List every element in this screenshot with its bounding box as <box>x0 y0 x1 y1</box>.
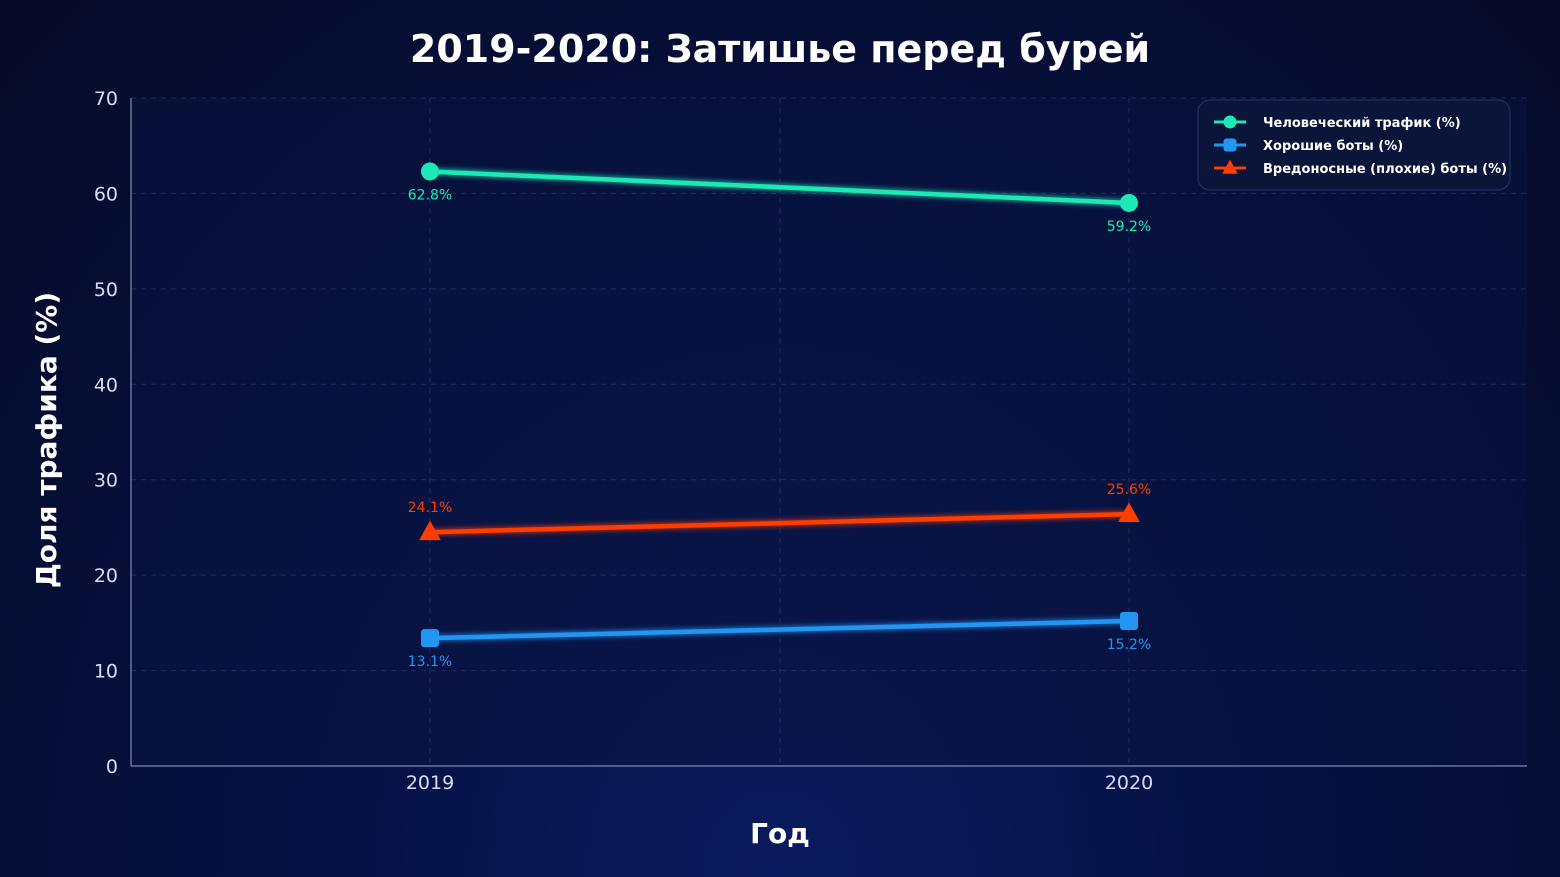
legend-item: Вредоносные (плохие) боты (%) <box>1214 159 1507 177</box>
y-tick-label: 20 <box>94 565 118 587</box>
x-tick-label: 2019 <box>406 772 454 794</box>
data-label: 15.2% <box>1107 637 1151 653</box>
y-tick-label: 10 <box>94 661 118 683</box>
data-point-marker <box>1118 502 1140 523</box>
series-3 <box>419 502 1140 541</box>
x-tick-label: 2020 <box>1105 772 1153 794</box>
data-label: 24.1% <box>408 500 452 516</box>
y-tick-label: 0 <box>106 756 118 778</box>
legend-box <box>1197 99 1511 191</box>
plot-area <box>131 98 1527 766</box>
series-2 <box>421 611 1138 648</box>
y-tick-label: 30 <box>94 470 118 492</box>
legend-item: Хорошие боты (%) <box>1214 138 1403 154</box>
x-axis-title: Год <box>750 817 810 850</box>
legend-label: Вредоносные (плохие) боты (%) <box>1263 162 1507 177</box>
y-tick-label: 60 <box>94 183 118 205</box>
data-label: 59.2% <box>1107 219 1151 235</box>
legend: Человеческий трафик (%) Хорошие боты (%) В… <box>1197 99 1511 191</box>
data-labels: 62.8% 59.2% 13.1% 15.2% 24.1% 25.6% <box>408 187 1151 670</box>
series-line <box>427 618 1132 641</box>
legend-marker <box>1223 138 1237 152</box>
series-1 <box>421 162 1138 212</box>
data-label: 13.1% <box>408 654 452 670</box>
data-point-marker <box>1120 611 1138 630</box>
legend-marker <box>1222 159 1238 174</box>
axes: 0 10 20 30 40 50 60 70 2019 2020 <box>94 88 1527 794</box>
y-axis-title: Доля трафика (%) <box>30 292 63 588</box>
legend-item: Человеческий трафик (%) <box>1214 115 1461 131</box>
data-point-marker <box>421 629 439 648</box>
series-line <box>427 511 1132 535</box>
legend-marker <box>1223 115 1237 129</box>
y-tick-label: 50 <box>94 279 118 301</box>
data-point-marker <box>419 520 441 541</box>
series-line <box>427 169 1132 206</box>
data-label: 62.8% <box>408 187 452 203</box>
data-label: 25.6% <box>1107 482 1151 498</box>
data-point-marker <box>1120 193 1138 212</box>
legend-label: Хорошие боты (%) <box>1263 139 1403 154</box>
series-group <box>419 162 1140 648</box>
y-tick-label: 70 <box>94 88 118 110</box>
y-tick-label: 40 <box>94 374 118 396</box>
legend-label: Человеческий трафик (%) <box>1263 116 1461 131</box>
data-point-marker <box>421 162 439 181</box>
chart-title: 2019-2020: Затишье перед бурей <box>410 27 1150 71</box>
